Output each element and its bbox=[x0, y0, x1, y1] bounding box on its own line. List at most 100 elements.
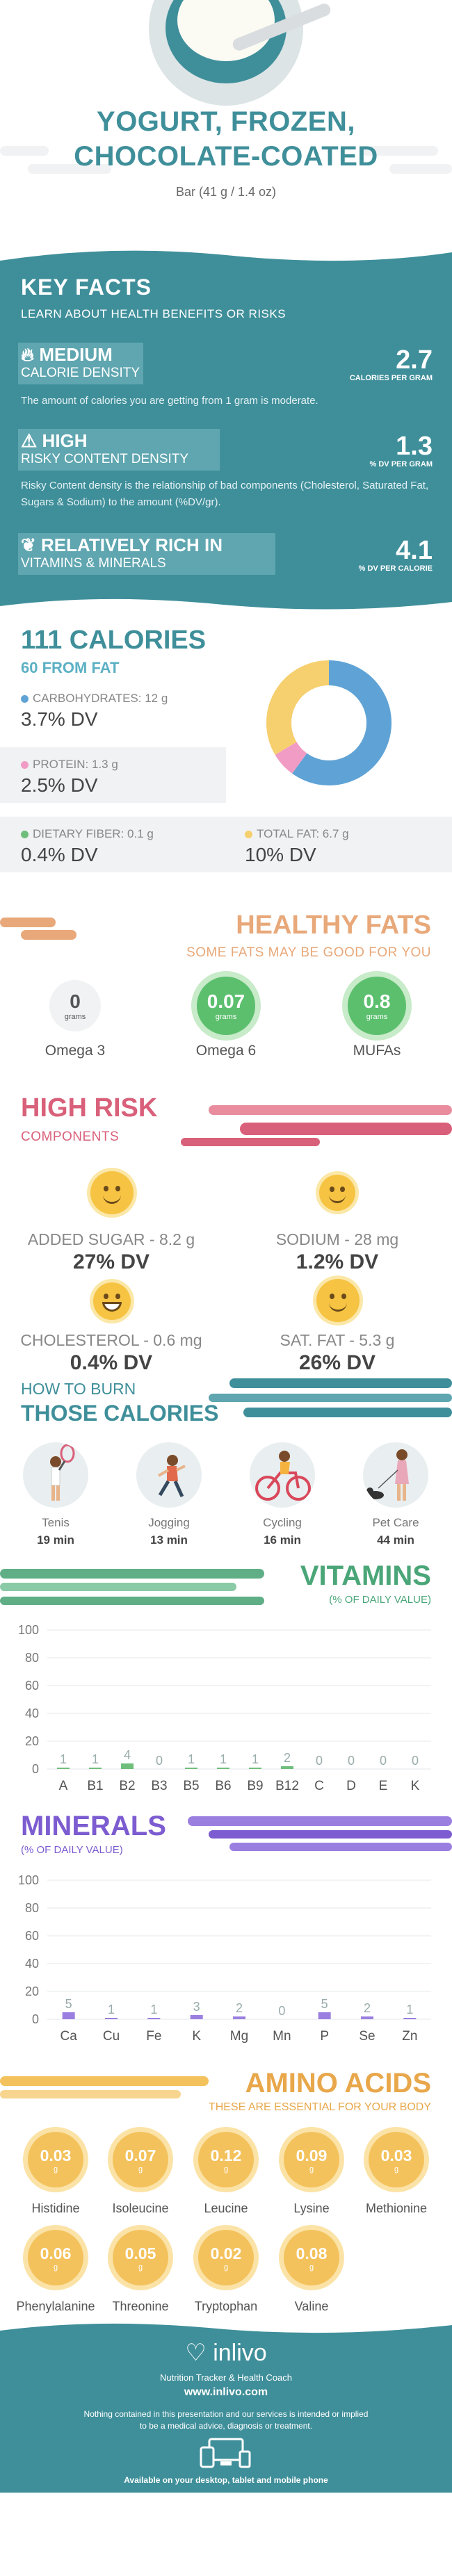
vitamins-section: VITAMINS (% OF DAILY VALUE) 0 20 40 60 80 100… bbox=[0, 1554, 452, 1804]
bar-Fe bbox=[147, 2018, 161, 2019]
vitamins-title: VITAMINS bbox=[300, 1560, 431, 1591]
level-text: HIGH bbox=[42, 430, 88, 451]
bar-Se bbox=[361, 2016, 373, 2019]
protein-stat: PROTEIN: 1.3 g 2.5% DV bbox=[21, 758, 118, 797]
website-link[interactable]: www.inlivo.com bbox=[184, 2386, 268, 2398]
high-risk-title: HIGH RISK bbox=[21, 1093, 158, 1123]
bar-B12 bbox=[281, 1766, 293, 1769]
amino-unit: g bbox=[309, 2165, 314, 2174]
title-line: YOGURT, FROZEN, bbox=[97, 106, 355, 137]
bar-value-label: 1 bbox=[252, 1752, 259, 1766]
decor-bar bbox=[240, 1123, 452, 1135]
bar-value-label: 0 bbox=[348, 1754, 355, 1768]
key-facts-subtitle: LEARN ABOUT HEALTH BENEFITS OR RISKS bbox=[21, 307, 286, 320]
x-tick-label: Zn bbox=[402, 2029, 417, 2044]
row-band bbox=[0, 817, 452, 872]
disclaimer-line: Nothing contained in this presentation a… bbox=[83, 2409, 369, 2419]
smiley-icon bbox=[316, 1279, 360, 1322]
amino-value: 0.03 bbox=[380, 2146, 412, 2165]
fat-stat: TOTAL FAT: 6.7 g 10% DV bbox=[245, 827, 349, 866]
amino-circle: 0.02 g bbox=[198, 2230, 254, 2285]
decor-bar bbox=[0, 918, 56, 927]
amino-circle: 0.03 g bbox=[369, 2132, 424, 2187]
fat-label: TOTAL FAT: 6.7 g bbox=[257, 827, 349, 840]
high-risk-subtitle: COMPONENTS bbox=[21, 1130, 120, 1144]
amino-value: 0.05 bbox=[124, 2244, 156, 2263]
brand-logo[interactable]: ♡ inlivo bbox=[0, 2339, 452, 2367]
highlight-band bbox=[18, 429, 220, 471]
x-tick-label: C bbox=[314, 1779, 324, 1793]
amino-unit: g bbox=[223, 2263, 229, 2272]
sodium-label: SODIUM - 28 mg bbox=[275, 1230, 399, 1248]
x-tick-label: Se bbox=[359, 2029, 375, 2044]
bar-value-label: 4 bbox=[124, 1748, 131, 1762]
warning-icon: ⚠︎ bbox=[21, 430, 38, 451]
activity-name: Cycling bbox=[263, 1516, 302, 1529]
x-tick-label: B12 bbox=[275, 1779, 299, 1793]
decor-bar bbox=[0, 1569, 264, 1579]
minerals-section: MINERALS (% OF DAILY VALUE) 0 20 40 60 80 100… bbox=[0, 1804, 452, 2061]
carbs-stat: CARBOHYDRATES: 12 g 3.7% DV bbox=[21, 692, 168, 731]
amino-value: 0.08 bbox=[296, 2244, 328, 2263]
y-tick-label: 80 bbox=[25, 1901, 39, 1915]
disclaimer-line: to be a medical advice, diagnosis or tre… bbox=[139, 2421, 313, 2431]
risky-content-level: ⚠︎ HIGH bbox=[21, 430, 88, 452]
decor-bar bbox=[209, 1105, 452, 1115]
mufas-circle: 0.8 grams bbox=[348, 977, 406, 1035]
wave-divider bbox=[0, 240, 452, 261]
activity-name: Pet Care bbox=[372, 1516, 419, 1529]
smiley-icon bbox=[319, 1175, 355, 1211]
bar-Cu bbox=[105, 2018, 118, 2019]
cholesterol-label: CHOLESTEROL - 0.6 mg bbox=[20, 1331, 202, 1349]
cholesterol-item: CHOLESTEROL - 0.6 mg 0.4% DV bbox=[0, 1331, 223, 1375]
amino-threonine: 0.05 g Threonine bbox=[92, 2230, 189, 2314]
amino-circle: 0.09 g bbox=[284, 2132, 339, 2187]
macro-donut-chart bbox=[266, 660, 392, 785]
risky-content-desc: Risky Content density is the relationshi… bbox=[21, 480, 429, 508]
amino-lysine: 0.09 g Lysine bbox=[263, 2132, 360, 2216]
amino-label: Tryptophan bbox=[194, 2299, 258, 2313]
y-tick-label: 100 bbox=[18, 1873, 39, 1887]
bar-B1 bbox=[89, 1768, 102, 1769]
omega3-unit: grams bbox=[64, 1013, 86, 1021]
decor-bar bbox=[0, 146, 49, 156]
x-tick-label: D bbox=[346, 1779, 356, 1793]
wave-divider bbox=[0, 2318, 452, 2333]
amino-acids-section: AMINO ACIDS THESE ARE ESSENTIAL FOR YOUR… bbox=[0, 2061, 452, 2318]
cholesterol-dv: 0.4% DV bbox=[70, 1351, 153, 1374]
bar-value-label: 0 bbox=[316, 1754, 323, 1768]
x-tick-label: Fe bbox=[146, 2029, 161, 2044]
title-line: CHOCOLATE-COATED bbox=[74, 141, 378, 172]
y-tick-label: 60 bbox=[25, 1679, 39, 1693]
activity-name: Tenis bbox=[42, 1516, 70, 1529]
amino-value: 0.02 bbox=[210, 2244, 242, 2263]
activity-tennis: Tenis 19 min bbox=[7, 1442, 104, 1547]
decor-bar bbox=[229, 1843, 452, 1851]
healthy-fats-subtitle: SOME FATS MAY BE GOOD FOR YOU bbox=[186, 945, 431, 960]
carbs-label: CARBOHYDRATES: 12 g bbox=[33, 692, 168, 705]
calories-title: 111 CALORIES bbox=[21, 626, 207, 655]
x-tick-label: B9 bbox=[247, 1779, 263, 1793]
bar-value-label: 2 bbox=[364, 2001, 371, 2015]
row-band bbox=[0, 747, 226, 803]
bar-value-label: 1 bbox=[188, 1752, 195, 1766]
bar-value-label: 1 bbox=[406, 2003, 413, 2016]
amino-label: Leucine bbox=[204, 2201, 248, 2215]
amino-value: 0.07 bbox=[124, 2146, 156, 2165]
mufas-unit: grams bbox=[366, 1013, 388, 1021]
decor-bar bbox=[0, 1583, 236, 1591]
brand-name: inlivo bbox=[213, 2340, 267, 2366]
disclaimer: Nothing contained in this presentation a… bbox=[0, 2408, 452, 2432]
minerals-title: MINERALS bbox=[21, 1811, 166, 1841]
omega6-circle: 0.07 grams bbox=[197, 977, 255, 1035]
amino-unit: g bbox=[138, 2263, 143, 2272]
protein-dot bbox=[21, 760, 29, 769]
y-tick-label: 40 bbox=[25, 1706, 39, 1720]
activity-time: 19 min bbox=[37, 1533, 74, 1547]
vitamins-minerals-level: ❦ RELATIVELY RICH IN bbox=[21, 535, 223, 556]
calorie-density-desc: The amount of calories you are getting f… bbox=[21, 395, 318, 407]
activity-pet-care: Pet Care 44 min bbox=[347, 1442, 444, 1547]
bar-value-label: 0 bbox=[156, 1754, 163, 1768]
decor-bar bbox=[209, 1830, 452, 1839]
highlight-band bbox=[18, 533, 275, 575]
